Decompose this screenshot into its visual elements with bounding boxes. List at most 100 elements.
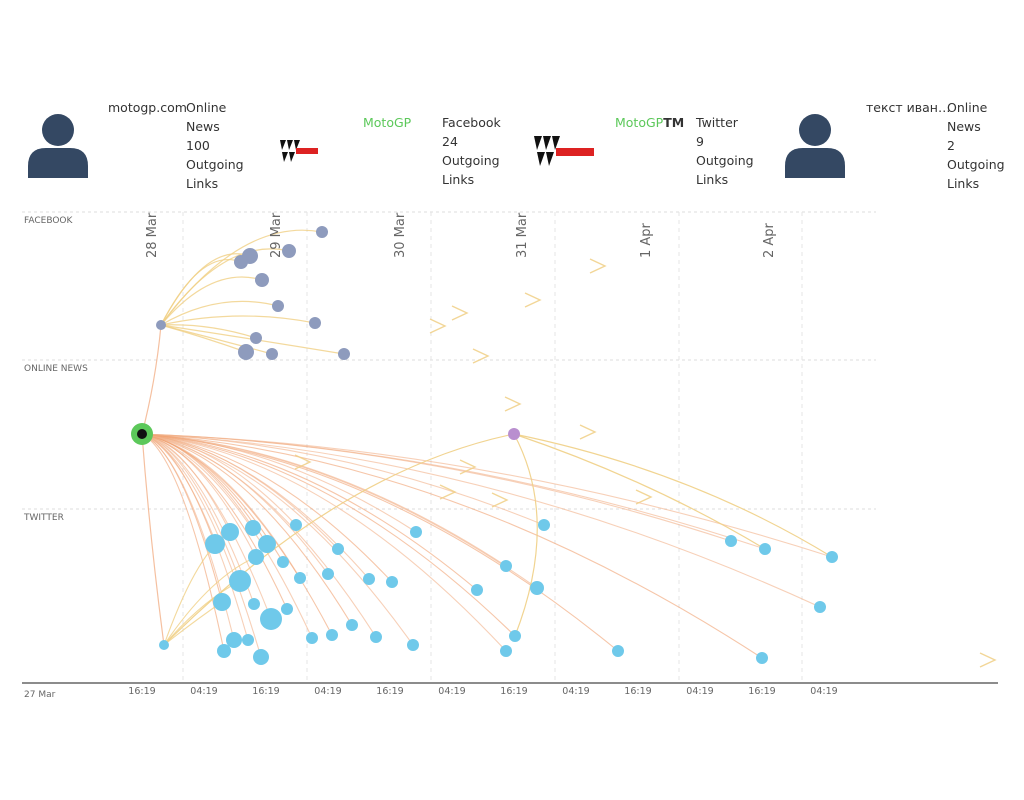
edge [141,433,619,652]
edge [141,433,833,558]
edge [160,248,290,326]
edge [513,433,833,558]
edge [141,433,288,610]
twitter-node [290,519,302,531]
twitter-node [759,543,771,555]
twitter-node [213,593,231,611]
date-label: 30 Mar [393,212,408,258]
direction-chevron [491,492,509,508]
twitter-node [221,523,239,541]
edge [141,433,821,608]
edge [141,433,478,591]
twitter-node [612,645,624,657]
time-tick-label: 04:19 [810,686,837,697]
card-stats: Twitter 9 Outgoing Links [696,115,754,187]
direction-chevron [589,258,607,274]
date-label: 1 Apr [639,222,654,258]
twitter-node [277,556,289,568]
edge [160,315,316,326]
edge [163,433,515,646]
card-name: MotoGP [363,115,412,130]
direction-chevron [429,318,447,334]
twitter-node [500,560,512,572]
direction-chevron [524,292,542,308]
card-name: MotoGPTM [615,115,685,130]
lane-label: FACEBOOK [24,216,74,226]
direction-chevron [504,396,522,412]
user-avatar-icon [785,114,845,178]
edge [141,433,255,605]
axis-start-label: 27 Mar [24,690,56,700]
edge [141,433,516,637]
twitter-node [407,639,419,651]
twitter-node [229,570,251,592]
twitter-node [386,576,398,588]
twitter-node [725,535,737,547]
edge [141,433,333,636]
time-tick-label: 16:19 [624,686,651,697]
lane-label: ONLINE NEWS [24,364,88,374]
twitter-node [814,601,826,613]
twitter-node [322,568,334,580]
edge [163,556,257,646]
twitter-node [242,634,254,646]
motogp-logo-icon [534,136,594,166]
edge [160,324,257,339]
time-tick-label: 04:19 [190,686,217,697]
twitter-node [509,630,521,642]
twitter-node [500,645,512,657]
online-news-node [508,428,520,440]
twitter-node [471,584,483,596]
twitter-node [332,543,344,555]
twitter-node [248,549,264,565]
motogp-logo-icon [280,140,318,162]
card-stats: Online News 100 Outgoing Links [186,100,244,191]
edge [163,531,231,646]
twitter-node [253,649,269,665]
edge [141,433,262,658]
edge [141,433,414,646]
time-tick-label: 04:19 [686,686,713,697]
twitter-node [306,632,318,644]
edge [141,433,393,583]
facebook-node [309,317,321,329]
edge [141,433,377,638]
date-label: 31 Mar [515,212,530,258]
edge [160,259,242,326]
edge [160,324,247,353]
card-stats: Facebook 24 Outgoing Links [442,115,501,187]
twitter-node [410,526,422,538]
time-tick-label: 16:19 [748,686,775,697]
twitter-node [281,603,293,615]
time-tick-label: 16:19 [252,686,279,697]
direction-chevron [472,348,490,364]
edge [163,601,223,646]
twitter-node [826,551,838,563]
facebook-node [272,300,284,312]
facebook-node [234,255,248,269]
date-label: 2 Apr [762,222,777,258]
twitter-node [756,652,768,664]
direction-chevron [579,424,597,440]
edge [160,300,279,326]
edge [141,433,313,639]
lane-label: TWITTER [23,513,64,523]
card-name: motogp.com [108,100,187,115]
twitter-node [346,619,358,631]
direction-chevron [635,489,653,505]
date-label: 29 Mar [269,212,284,258]
edge [513,433,766,550]
direction-chevron [294,454,312,470]
time-tick-label: 16:19 [128,686,155,697]
twitter-node [326,629,338,641]
twitter-node [248,598,260,610]
twitter-node [363,573,375,585]
time-tick-label: 04:19 [314,686,341,697]
twitter-node [530,581,544,595]
edge [141,433,353,626]
twitter-node [217,644,231,658]
edge [160,324,273,355]
card-name: текст иван… [866,100,951,115]
user-avatar-icon [28,114,88,178]
